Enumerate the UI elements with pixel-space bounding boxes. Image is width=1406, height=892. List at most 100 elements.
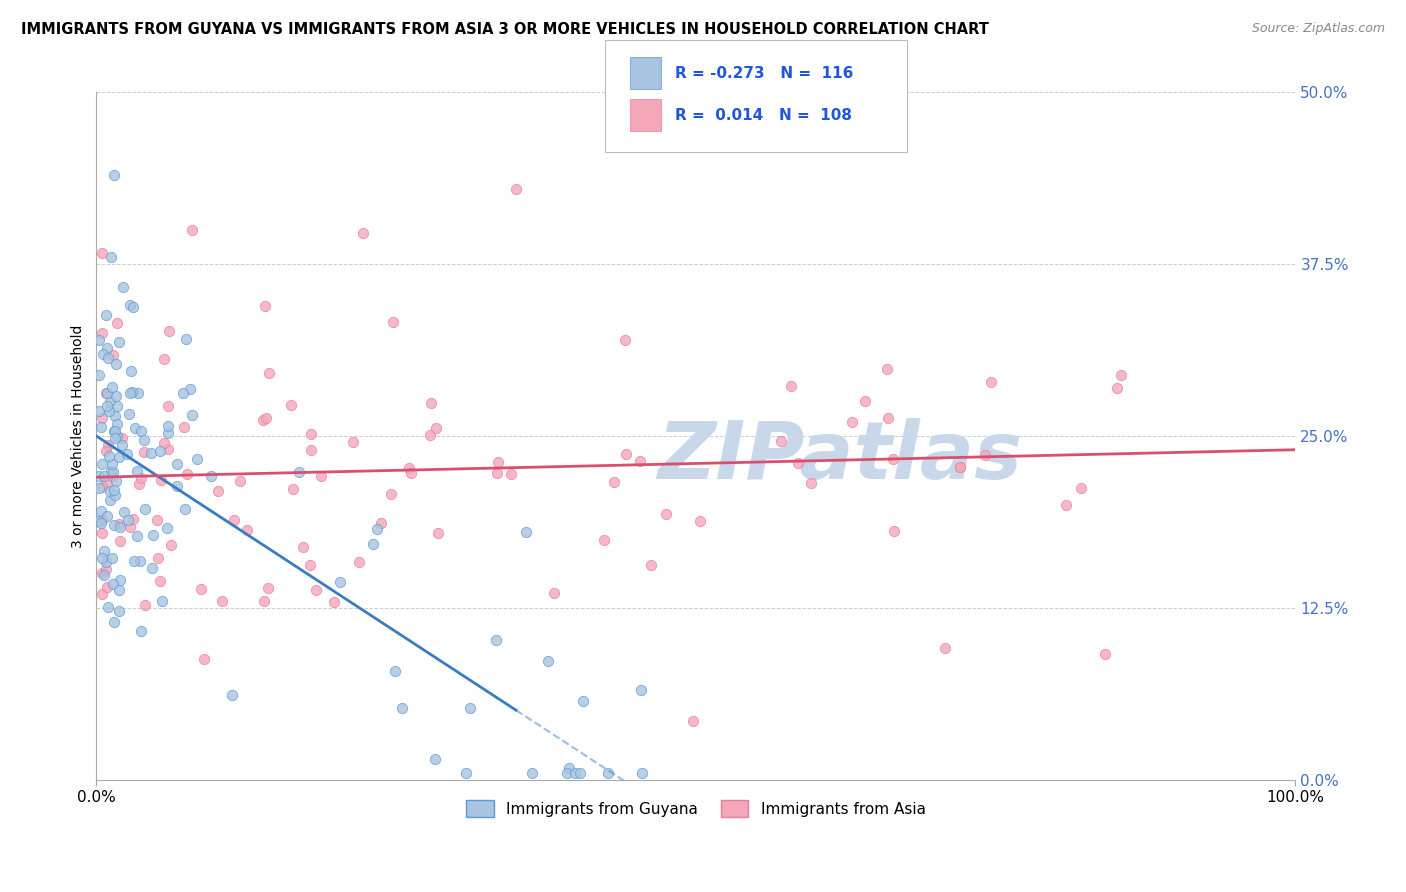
Point: [558, 761, 581, 775]
Point: [104, 488, 127, 502]
Point: [142, 528, 165, 542]
Point: [98, 404, 121, 418]
Point: [309, 469, 332, 483]
Point: [380, 487, 402, 501]
Point: [94, 386, 117, 401]
Point: [104, 431, 127, 445]
Point: [90, 504, 112, 518]
Point: [89, 334, 111, 348]
Point: [94, 308, 117, 322]
Point: [112, 505, 135, 519]
Point: [254, 410, 277, 425]
Point: [156, 521, 179, 535]
Point: [342, 434, 364, 449]
Point: [382, 315, 405, 329]
Point: [485, 633, 508, 648]
Point: [91, 587, 114, 601]
Point: [568, 765, 591, 780]
Point: [179, 382, 201, 396]
Point: [593, 533, 616, 548]
Point: [97, 438, 120, 452]
Point: [91, 526, 114, 541]
Point: [1070, 482, 1092, 496]
Point: [207, 484, 229, 499]
Point: [149, 443, 172, 458]
Point: [149, 574, 172, 589]
Point: [425, 752, 447, 766]
Point: [107, 334, 129, 349]
Point: [129, 424, 152, 438]
Point: [150, 594, 173, 608]
Point: [173, 419, 195, 434]
Point: [91, 326, 114, 341]
Point: [91, 566, 114, 581]
Point: [156, 442, 179, 456]
Point: [682, 714, 704, 728]
Point: [505, 181, 527, 195]
Point: [564, 765, 586, 780]
Point: [630, 682, 652, 697]
Point: [104, 474, 127, 488]
Point: [352, 226, 374, 240]
Point: [391, 700, 413, 714]
Point: [98, 484, 121, 499]
Point: [98, 493, 121, 508]
Point: [934, 641, 956, 656]
Point: [555, 765, 578, 780]
Point: [853, 394, 876, 409]
Point: [96, 580, 118, 594]
Point: [257, 366, 280, 380]
Point: [101, 457, 124, 471]
Point: [134, 501, 156, 516]
Point: [1054, 498, 1077, 512]
Point: [257, 581, 280, 595]
Point: [770, 434, 793, 449]
Point: [111, 438, 134, 452]
Point: [174, 502, 197, 516]
Point: [537, 654, 560, 668]
Point: [101, 469, 124, 483]
Point: [298, 558, 321, 572]
Point: [129, 554, 152, 568]
Point: [520, 765, 543, 780]
Point: [159, 538, 181, 552]
Point: [91, 410, 114, 425]
Point: [613, 333, 636, 347]
Point: [361, 537, 384, 551]
Point: [91, 347, 114, 361]
Point: [125, 464, 148, 478]
Point: [101, 380, 124, 394]
Point: [90, 516, 112, 530]
Point: [107, 582, 129, 597]
Point: [121, 512, 143, 526]
Point: [118, 385, 141, 400]
Point: [127, 386, 149, 401]
Point: [108, 534, 131, 549]
Point: [104, 409, 127, 423]
Point: [91, 245, 114, 260]
Point: [108, 520, 131, 534]
Point: [543, 586, 565, 600]
Point: [156, 399, 179, 413]
Point: [329, 575, 352, 590]
Point: [166, 479, 188, 493]
Point: [211, 593, 233, 607]
Point: [253, 594, 276, 608]
Point: [87, 482, 110, 496]
Point: [108, 573, 131, 587]
Point: [949, 459, 972, 474]
Point: [299, 443, 322, 458]
Point: [153, 351, 176, 366]
Point: [98, 449, 121, 463]
Point: [221, 689, 243, 703]
Point: [628, 454, 651, 468]
Point: [224, 513, 246, 527]
Point: [105, 357, 128, 371]
Point: [98, 393, 121, 408]
Text: ZIPatlas: ZIPatlas: [657, 417, 1022, 496]
Point: [96, 509, 118, 524]
Point: [882, 452, 904, 467]
Point: [148, 550, 170, 565]
Point: [131, 624, 153, 639]
Point: [236, 523, 259, 537]
